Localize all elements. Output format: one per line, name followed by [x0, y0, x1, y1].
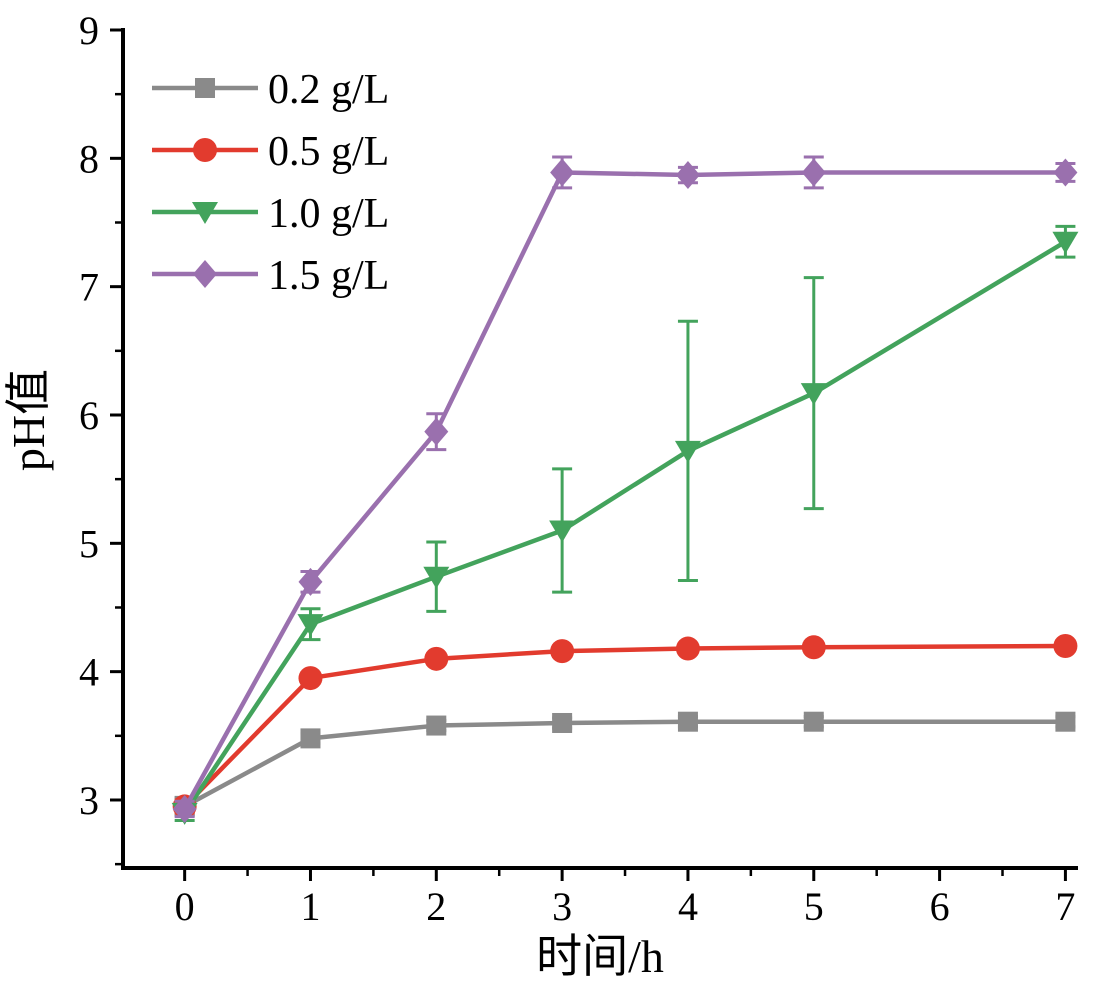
circle-marker [1053, 633, 1078, 658]
square-marker [552, 712, 573, 733]
x-tick-label: 5 [804, 884, 824, 929]
series-1-0-g-l [171, 224, 1079, 825]
square-marker [677, 711, 698, 732]
x-tick-label: 6 [930, 884, 950, 929]
triangle-down-marker [297, 614, 324, 637]
legend-item: 1.5 g/L [152, 253, 389, 299]
y-axis-title: pH值 [3, 369, 54, 471]
triangle-down-marker [800, 383, 827, 406]
series-0-5-g-l [172, 633, 1078, 819]
legend-label: 0.2 g/L [268, 67, 389, 113]
diamond-marker [1053, 158, 1078, 187]
series-0-2-g-l [174, 711, 1076, 817]
legend-label: 1.5 g/L [268, 253, 389, 299]
diamond-marker [675, 161, 700, 190]
triangle-down-marker [674, 440, 701, 463]
diamond-marker [172, 794, 197, 823]
x-tick-label: 1 [300, 884, 320, 929]
square-marker [1055, 711, 1076, 732]
x-tick-label: 3 [552, 884, 572, 929]
y-tick-label: 4 [79, 650, 99, 695]
circle-marker [550, 639, 575, 664]
plot-area: 0 1 2 3 4 5 6 7 3 4 5 6 7 8 9 0.2 g/L 0.5 g/L 1.0 g/L 1.5 … [79, 8, 1079, 929]
circle-marker [424, 646, 449, 671]
series-1-5-g-l [172, 155, 1078, 823]
diamond-marker [298, 567, 323, 596]
square-marker [195, 78, 215, 98]
triangle-down-marker [192, 202, 218, 224]
legend-item: 0.5 g/L [152, 129, 389, 175]
circle-marker [298, 666, 323, 691]
x-axis-title: 时间/h [536, 931, 664, 982]
circle-marker [801, 635, 826, 660]
circle-marker [675, 636, 700, 661]
square-marker [426, 715, 447, 736]
x-tick-label: 4 [678, 884, 698, 929]
triangle-down-marker [1052, 231, 1079, 254]
diamond-marker [801, 158, 826, 187]
x-tick-label: 0 [175, 884, 195, 929]
y-tick-label: 5 [79, 521, 99, 566]
square-marker [803, 711, 824, 732]
axes: 0 1 2 3 4 5 6 7 3 4 5 6 7 8 9 [79, 8, 1078, 929]
y-tick-label: 8 [79, 136, 99, 181]
x-tick-label: 2 [426, 884, 446, 929]
triangle-down-marker [549, 520, 576, 543]
legend-label: 1.0 g/L [268, 191, 389, 237]
diamond-marker [193, 260, 217, 288]
x-tick-label: 7 [1055, 884, 1075, 929]
diamond-marker [424, 417, 449, 446]
square-marker [300, 728, 321, 749]
y-tick-label: 6 [79, 393, 99, 438]
triangle-down-marker [423, 566, 450, 589]
series-line [182, 239, 1067, 815]
circle-marker [193, 138, 217, 162]
legend-label: 0.5 g/L [268, 129, 389, 175]
y-tick-label: 9 [79, 8, 99, 53]
diamond-marker [550, 158, 575, 187]
y-tick-label: 3 [79, 778, 99, 823]
y-tick-label: 7 [79, 265, 99, 310]
legend: 0.2 g/L 0.5 g/L 1.0 g/L 1.5 g/L [152, 67, 389, 299]
legend-item: 0.2 g/L [152, 67, 389, 113]
legend-item: 1.0 g/L [152, 191, 389, 237]
